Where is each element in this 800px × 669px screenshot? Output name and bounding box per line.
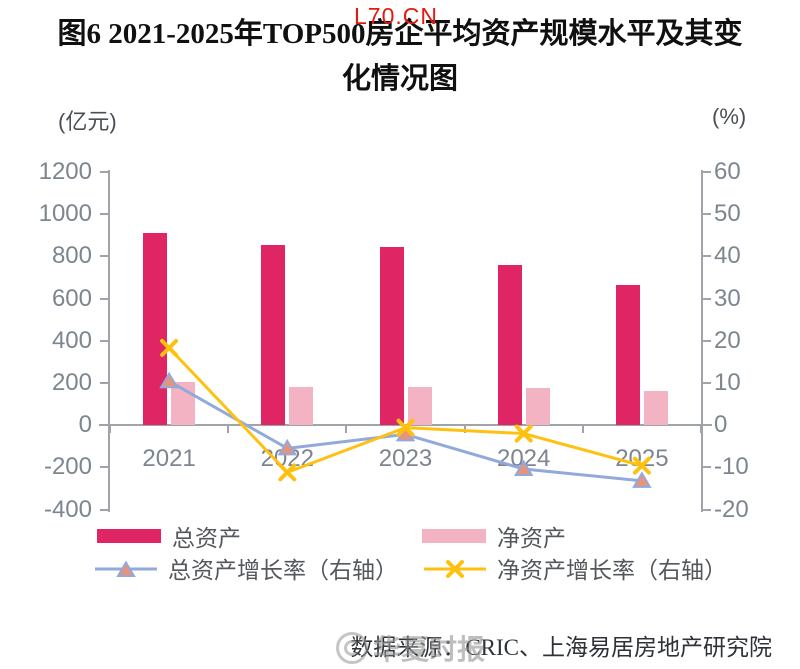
right-axis-tick <box>703 339 711 342</box>
left-axis-unit-label: (亿元) <box>58 109 117 134</box>
legend-swatch-net-assets-growth-line-icon <box>424 558 486 578</box>
legend-swatch-net-assets <box>422 529 486 543</box>
legend-label-net-assets-growth: 净资产增长率（右轴） <box>497 557 727 583</box>
left-axis-tick-label: -400 <box>43 495 92 523</box>
left-axis-tick <box>100 297 108 300</box>
right-axis-unit-label: (%) <box>712 104 747 129</box>
right-axis-tick <box>703 424 711 427</box>
right-axis-tick-label: 0 <box>714 411 728 439</box>
left-axis-tick <box>100 381 108 384</box>
right-axis-tick <box>703 213 711 216</box>
triangle-marker <box>159 371 179 389</box>
legend-label-total-assets-growth: 总资产增长率（右轴） <box>168 557 398 583</box>
left-axis-tick <box>100 339 108 342</box>
right-axis-tick <box>703 381 711 384</box>
watermark-huaxia-text: 华夏时报 <box>373 634 486 665</box>
x-axis-category-label: 2021 <box>142 445 196 473</box>
left-axis-tick <box>100 466 108 469</box>
legend-label-total-assets: 总资产 <box>172 525 241 551</box>
legend-label-net-assets: 净资产 <box>497 525 566 551</box>
x-marker <box>514 424 533 443</box>
legend-swatch-total-assets-growth-line-icon <box>95 558 157 578</box>
bar-总资产-2021 <box>143 233 168 426</box>
left-axis-tick <box>100 255 108 258</box>
x-marker <box>396 418 415 437</box>
x-axis-boundary-tick <box>581 426 584 434</box>
figure-title-line2: 化情况图 <box>341 63 458 95</box>
x-marker <box>278 463 297 482</box>
left-axis-line <box>108 170 110 512</box>
legend-item-net-assets: 净资产 <box>422 519 566 553</box>
right-axis-tick-label: 40 <box>714 242 741 270</box>
left-axis-tick-label: -200 <box>43 453 92 481</box>
left-axis-tick <box>100 508 108 511</box>
triangle-marker <box>277 438 298 456</box>
bar-净资产-2025 <box>643 390 668 426</box>
right-axis-tick-label: 50 <box>714 200 741 228</box>
x-axis-boundary-tick <box>109 426 111 434</box>
bar-总资产-2025 <box>615 284 640 426</box>
x-marker <box>160 338 179 357</box>
x-axis-boundary-tick <box>227 426 230 434</box>
left-axis-tick-label: 1200 <box>38 158 92 185</box>
right-axis-tick <box>703 255 711 258</box>
right-axis-tick <box>703 297 711 300</box>
x-marker <box>632 456 651 475</box>
line-净资产增长率（右轴） <box>168 346 643 474</box>
left-axis-tick <box>100 171 108 173</box>
triangle-marker <box>632 471 652 488</box>
huaxia-times-logo-icon <box>336 632 368 664</box>
triangle-marker <box>513 459 534 476</box>
bar-净资产-2024 <box>525 387 550 426</box>
left-axis-tick <box>100 424 108 427</box>
left-axis-tick-label: 200 <box>51 368 92 396</box>
right-axis-tick <box>703 508 711 511</box>
right-axis-tick-label: 60 <box>714 158 741 185</box>
legend-item-total-assets: 总资产 <box>97 519 241 553</box>
right-axis-tick-label: -10 <box>714 453 749 481</box>
right-axis-tick <box>703 171 711 173</box>
bar-总资产-2024 <box>497 264 522 426</box>
right-axis-line <box>701 170 703 512</box>
legend-swatch-total-assets <box>97 529 161 543</box>
data-source-text: 数据来源：CRIC、上海易居房地产研究院 <box>350 635 772 660</box>
right-axis-tick-label: -20 <box>714 495 749 523</box>
x-axis-boundary-tick <box>345 426 348 434</box>
left-axis-tick-label: 600 <box>51 284 92 312</box>
legend-item-net-assets-growth: 净资产增长率（右轴） <box>424 551 727 585</box>
right-axis-tick-label: 10 <box>714 368 741 396</box>
x-axis-category-label: 2023 <box>378 445 433 473</box>
right-axis-tick-label: 30 <box>714 284 741 312</box>
legend-line-sample <box>424 560 486 578</box>
bar-总资产-2023 <box>379 246 404 426</box>
legend-line-sample <box>95 560 157 577</box>
left-axis-tick <box>100 213 108 216</box>
right-axis-tick <box>703 466 711 469</box>
right-axis-tick-label: 20 <box>714 326 741 354</box>
legend-item-total-assets-growth: 总资产增长率（右轴） <box>95 551 398 585</box>
triangle-marker <box>116 560 136 577</box>
watermark-l70cn: L70.CN <box>354 3 438 29</box>
left-axis-tick-label: 1000 <box>38 200 92 228</box>
left-axis-tick-label: 0 <box>78 411 92 439</box>
bar-净资产-2022 <box>289 386 314 426</box>
left-axis-tick-label: 400 <box>51 326 92 354</box>
x-axis-boundary-tick <box>700 426 702 434</box>
watermark-huaxia-times: 华夏时报 <box>336 628 485 668</box>
bar-净资产-2023 <box>407 387 432 426</box>
x-marker <box>446 560 464 578</box>
left-axis-tick-label: 800 <box>51 242 92 270</box>
figure-title-line1: 图6 2021-2025年TOP500房企平均资产规模水平及其变 <box>57 18 743 50</box>
figure-title: 图6 2021-2025年TOP500房企平均资产规模水平及其变 化情况图 <box>0 12 800 102</box>
bar-总资产-2022 <box>261 244 286 426</box>
